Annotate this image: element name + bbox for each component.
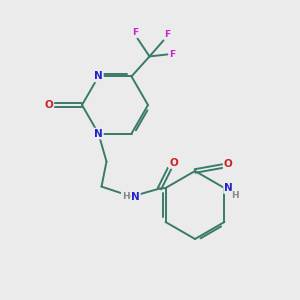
Text: F: F bbox=[169, 50, 175, 59]
Text: N: N bbox=[94, 71, 103, 81]
Text: H: H bbox=[231, 191, 238, 200]
Text: H: H bbox=[122, 192, 129, 201]
Text: F: F bbox=[132, 28, 139, 37]
Text: O: O bbox=[169, 158, 178, 168]
Text: O: O bbox=[224, 159, 232, 169]
Text: F: F bbox=[164, 30, 171, 39]
Text: N: N bbox=[94, 129, 103, 139]
Text: N: N bbox=[224, 183, 233, 193]
Text: O: O bbox=[45, 100, 53, 110]
Text: N: N bbox=[131, 192, 140, 202]
